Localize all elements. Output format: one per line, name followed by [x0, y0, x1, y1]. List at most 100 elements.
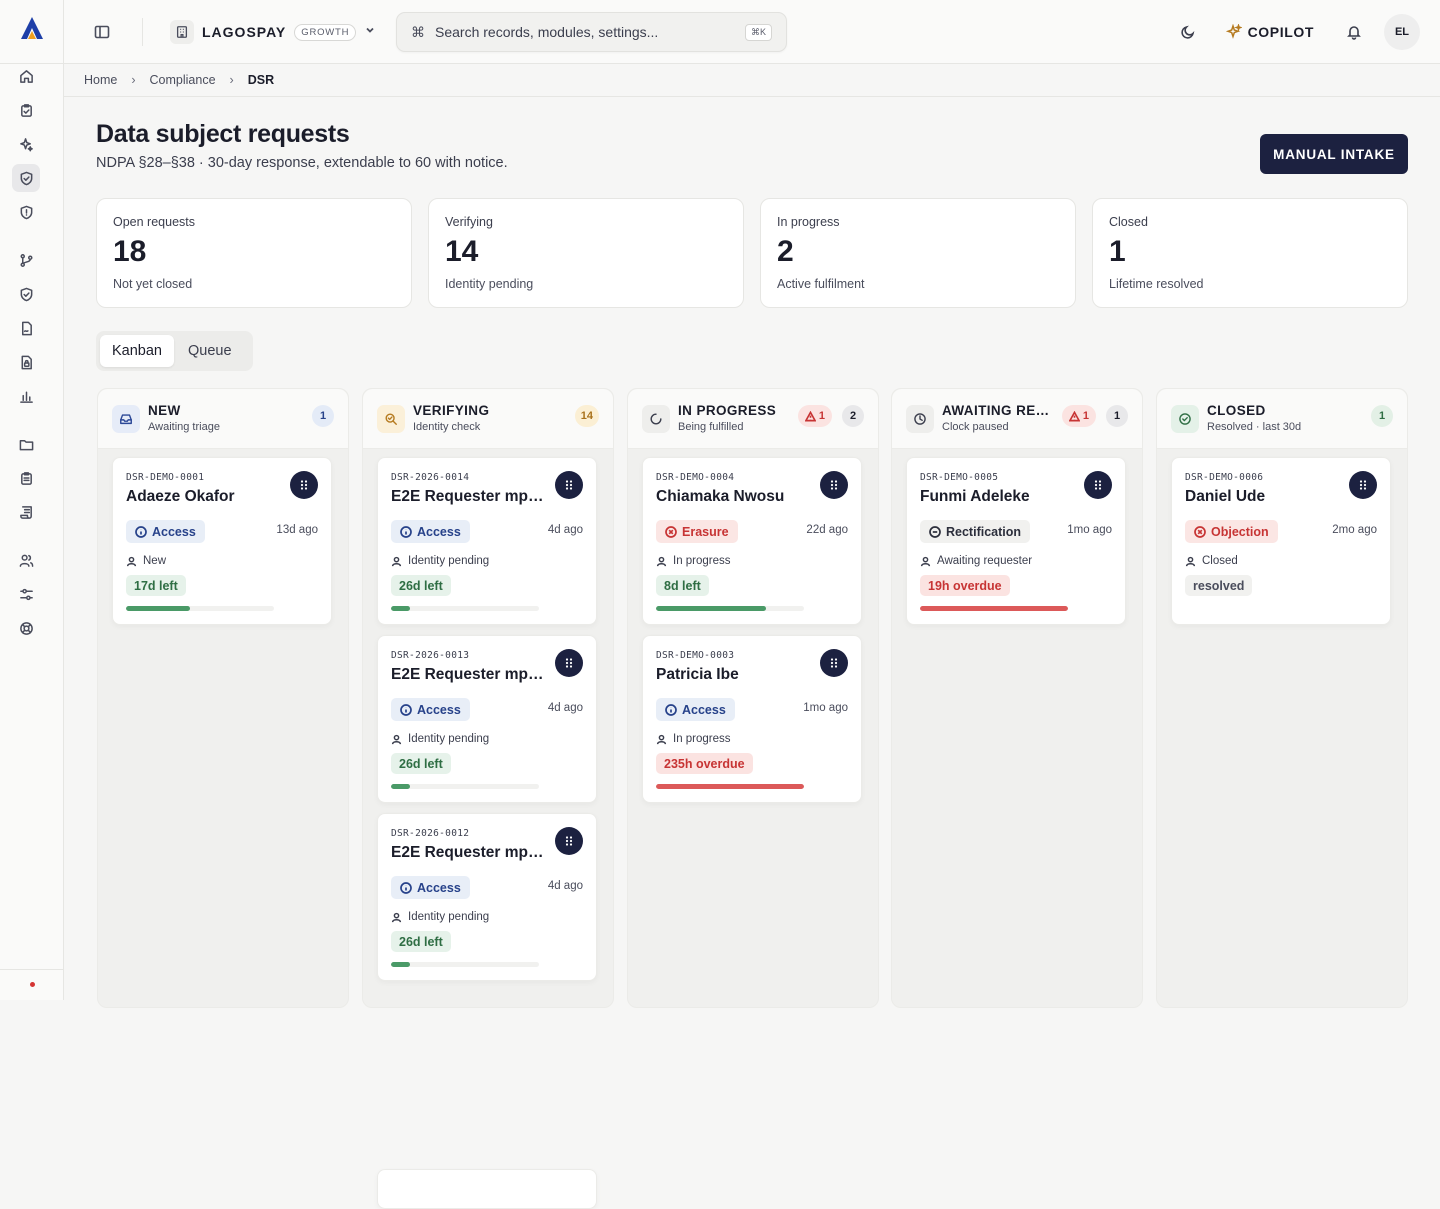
user-icon	[391, 734, 402, 744]
request-card[interactable]: DSR-DEMO-0003 Patricia Ibe Access 1mo ago In…	[642, 635, 862, 803]
avatar[interactable]: EL	[1384, 14, 1420, 50]
sliders-icon	[19, 588, 33, 600]
user-icon	[391, 556, 402, 566]
sla-progress-fill	[656, 784, 804, 789]
requester-name: E2E Requester mpc…	[391, 488, 551, 505]
requester-name: E2E Requester mpcl…	[391, 844, 551, 861]
shield-alert-icon	[20, 205, 32, 219]
sla-deadline-badge: 26d left	[391, 753, 451, 774]
chevron-down-icon	[364, 23, 376, 41]
request-card[interactable]	[377, 1169, 597, 1209]
request-stage: In progress	[656, 555, 731, 567]
tab-kanban[interactable]: Kanban	[100, 335, 174, 367]
global-search[interactable]: ⌘ Search records, modules, settings... ⌘…	[396, 12, 787, 52]
column-title: AWAITING RE…	[942, 403, 1050, 418]
sidebar-item-folders[interactable]	[12, 430, 40, 458]
sidebar-item-workflows[interactable]	[12, 246, 40, 274]
column-subtitle: Being fulfilled	[678, 421, 744, 433]
sidebar-item-tasks[interactable]	[12, 96, 40, 124]
search-check-icon	[377, 405, 405, 433]
requester-name: Patricia Ibe	[656, 666, 739, 683]
drag-handle-button[interactable]	[1084, 471, 1112, 499]
breadcrumb-compliance[interactable]: Compliance	[149, 73, 216, 87]
x-circle-icon	[665, 525, 677, 538]
request-stage: New	[126, 555, 166, 567]
stat-label: In progress	[777, 215, 840, 229]
request-id: DSR-DEMO-0004	[656, 472, 735, 483]
request-card[interactable]: DSR-2026-0014 E2E Requester mpc… Access 4d …	[377, 457, 597, 625]
sla-progress-fill	[391, 606, 411, 611]
kanban-column-verifying: VERIFYING Identity check 14 DSR-2026-0014 E2…	[362, 388, 614, 1209]
stat-card-in-progress: In progress 2 Active fulfilment	[760, 198, 1076, 308]
sla-progress-bar	[126, 606, 274, 611]
request-card[interactable]: DSR-DEMO-0004 Chiamaka Nwosu Erasure 22d ag…	[642, 457, 862, 625]
request-age: 2mo ago	[1332, 524, 1377, 536]
sla-progress-fill	[126, 606, 190, 611]
org-switcher[interactable]: LAGOSPAY GROWTH	[170, 18, 376, 46]
stat-value: 14	[445, 235, 479, 268]
breadcrumb-home[interactable]: Home	[84, 73, 118, 87]
sidebar-item-register[interactable]	[12, 498, 40, 526]
sparkles-icon	[1225, 24, 1242, 39]
request-id: DSR-DEMO-0005	[920, 472, 999, 483]
home-icon	[19, 69, 33, 83]
request-card[interactable]: DSR-2026-0013 E2E Requester mpc… Access 4d …	[377, 635, 597, 803]
drag-handle-button[interactable]	[555, 649, 583, 677]
notifications-button[interactable]	[1338, 16, 1370, 48]
sidebar-item-settings[interactable]	[12, 580, 40, 608]
sidebar-item-security[interactable]	[12, 198, 40, 226]
drag-handle-button[interactable]	[820, 471, 848, 499]
request-card[interactable]: DSR-DEMO-0005 Funmi Adeleke Rectification 1…	[906, 457, 1126, 625]
request-card[interactable]: DSR-2026-0012 E2E Requester mpcl… Access 4d…	[377, 813, 597, 981]
sidebar-item-help[interactable]	[12, 614, 40, 642]
theme-toggle-button[interactable]	[1172, 16, 1204, 48]
kanban-column-in-progress: IN PROGRESS Being fulfilled 2 1 DSR-DEMO-000…	[627, 388, 879, 1008]
life-buoy-icon	[19, 621, 33, 635]
drag-handle-button[interactable]	[555, 471, 583, 499]
column-header: IN PROGRESS Being fulfilled 2 1	[628, 389, 878, 449]
sidebar-item-reports[interactable]	[12, 382, 40, 410]
sidebar-item-controls[interactable]	[12, 280, 40, 308]
sidebar-item-people[interactable]	[12, 546, 40, 574]
alert-triangle-icon	[1068, 410, 1080, 421]
sidebar-item-home[interactable]	[12, 62, 40, 90]
topbar: LAGOSPAY GROWTH ⌘ Search records, module…	[64, 0, 1440, 64]
sla-progress-bar	[656, 606, 804, 611]
loader-icon	[642, 405, 670, 433]
request-card[interactable]: DSR-DEMO-0001 Adaeze Okafor Access 13d ago N…	[112, 457, 332, 625]
search-input[interactable]: Search records, modules, settings...	[435, 24, 659, 40]
sla-progress-fill	[391, 784, 411, 789]
sla-progress-bar	[391, 606, 539, 611]
sidebar-item-compliance[interactable]	[12, 164, 40, 192]
sla-progress-bar	[391, 784, 539, 789]
sidebar-item-records[interactable]	[12, 348, 40, 376]
requester-name: Funmi Adeleke	[920, 488, 1030, 505]
sidebar-item-ai[interactable]	[12, 130, 40, 158]
toggle-sidebar-button[interactable]	[90, 20, 114, 44]
grip-icon	[1094, 480, 1102, 490]
sidebar-item-documents[interactable]	[12, 314, 40, 342]
sidebar-item-audits[interactable]	[12, 464, 40, 492]
tab-queue[interactable]: Queue	[188, 343, 232, 359]
sla-deadline-badge: 19h overdue	[920, 575, 1010, 596]
drag-handle-button[interactable]	[290, 471, 318, 499]
drag-handle-button[interactable]	[820, 649, 848, 677]
app-logo[interactable]	[19, 16, 45, 40]
column-count-badge: 1	[1371, 405, 1393, 427]
drag-handle-button[interactable]	[555, 827, 583, 855]
request-stage: Awaiting requester	[920, 555, 1032, 567]
column-count-badge: 1	[1106, 405, 1128, 427]
drag-handle-button[interactable]	[1349, 471, 1377, 499]
manual-intake-button[interactable]: MANUAL INTAKE	[1260, 134, 1408, 174]
breadcrumb: Home › Compliance › DSR	[64, 64, 1440, 97]
request-card[interactable]: DSR-DEMO-0006 Daniel Ude Objection 2mo ago C…	[1171, 457, 1391, 625]
user-icon	[920, 556, 931, 566]
file-lock-icon	[21, 355, 32, 369]
request-type-label: Access	[682, 702, 726, 717]
request-stage-label: In progress	[673, 733, 731, 745]
users-icon	[19, 554, 33, 567]
request-stage-label: Closed	[1202, 555, 1238, 567]
request-stage: Identity pending	[391, 911, 489, 923]
copilot-button[interactable]: COPILOT	[1225, 24, 1314, 40]
request-type-label: Access	[417, 524, 461, 539]
